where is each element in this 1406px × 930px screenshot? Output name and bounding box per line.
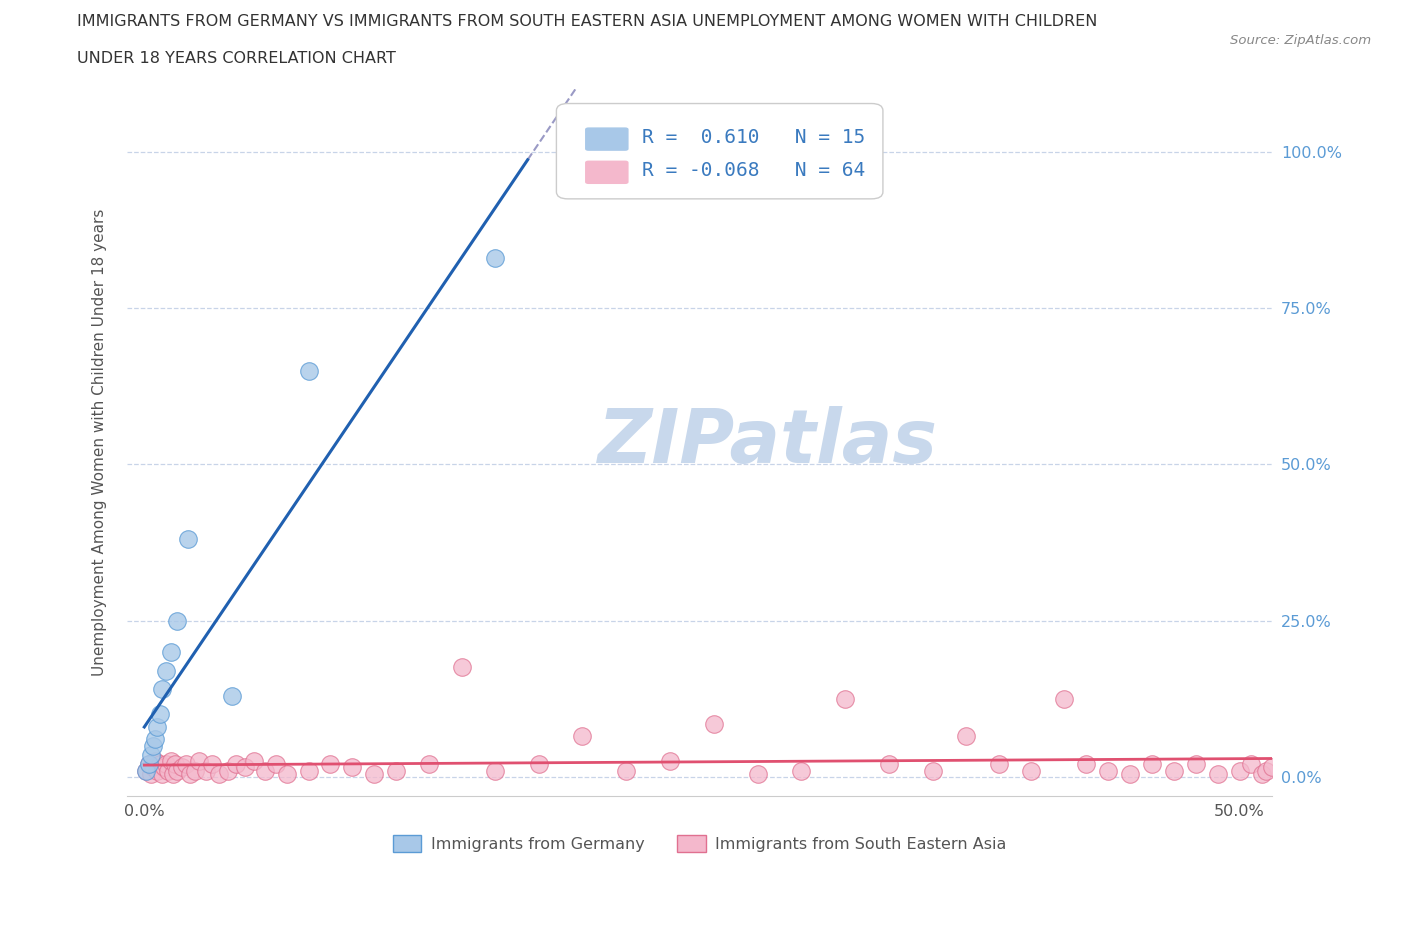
Point xyxy=(484,764,506,778)
Point xyxy=(143,732,166,747)
Point xyxy=(418,757,440,772)
Point xyxy=(174,757,197,772)
Point xyxy=(451,660,474,675)
Point xyxy=(163,757,186,772)
Point xyxy=(703,716,725,731)
Point xyxy=(194,764,217,778)
Point xyxy=(170,760,193,775)
Point xyxy=(150,682,173,697)
Point xyxy=(1261,760,1284,775)
Point xyxy=(135,764,157,778)
Y-axis label: Unemployment Among Women with Children Under 18 years: Unemployment Among Women with Children U… xyxy=(93,209,107,676)
Point xyxy=(834,691,856,706)
Point xyxy=(201,757,224,772)
FancyBboxPatch shape xyxy=(585,161,628,184)
Text: Source: ZipAtlas.com: Source: ZipAtlas.com xyxy=(1230,34,1371,47)
Point xyxy=(1140,757,1163,772)
Point xyxy=(1254,764,1277,778)
Point xyxy=(135,764,157,778)
Point xyxy=(166,764,188,778)
Point xyxy=(221,688,243,703)
Text: R = -0.068   N = 64: R = -0.068 N = 64 xyxy=(643,161,866,180)
Point xyxy=(571,729,593,744)
Text: ZIPatlas: ZIPatlas xyxy=(599,406,938,479)
FancyBboxPatch shape xyxy=(585,127,628,151)
Point xyxy=(955,729,977,744)
Point xyxy=(1021,764,1043,778)
Point xyxy=(166,613,188,628)
Point xyxy=(747,766,769,781)
Point xyxy=(217,764,239,778)
Point xyxy=(225,757,247,772)
Point xyxy=(297,764,319,778)
Point xyxy=(1076,757,1098,772)
Point xyxy=(1119,766,1142,781)
Point xyxy=(149,707,172,722)
Point xyxy=(143,753,166,768)
Point xyxy=(527,757,550,772)
Point xyxy=(614,764,637,778)
FancyBboxPatch shape xyxy=(557,103,883,199)
Point xyxy=(276,766,298,781)
Point xyxy=(139,766,162,781)
Point xyxy=(1163,764,1185,778)
Point xyxy=(155,663,177,678)
Point xyxy=(1206,766,1229,781)
Legend: Immigrants from Germany, Immigrants from South Eastern Asia: Immigrants from Germany, Immigrants from… xyxy=(387,829,1012,858)
Text: R =  0.610   N = 15: R = 0.610 N = 15 xyxy=(643,128,866,147)
Point xyxy=(922,764,945,778)
Point xyxy=(1239,757,1261,772)
Point xyxy=(1229,764,1251,778)
Point xyxy=(659,753,682,768)
Point xyxy=(1184,757,1206,772)
Point xyxy=(233,760,256,775)
Point xyxy=(179,766,201,781)
Text: IMMIGRANTS FROM GERMANY VS IMMIGRANTS FROM SOUTH EASTERN ASIA UNEMPLOYMENT AMONG: IMMIGRANTS FROM GERMANY VS IMMIGRANTS FR… xyxy=(77,14,1098,29)
Point xyxy=(319,757,342,772)
Point xyxy=(877,757,900,772)
Point xyxy=(150,766,173,781)
Point xyxy=(1250,766,1272,781)
Point xyxy=(1097,764,1119,778)
Point xyxy=(153,760,176,775)
Point xyxy=(385,764,408,778)
Point xyxy=(155,757,177,772)
Point xyxy=(159,753,181,768)
Text: UNDER 18 YEARS CORRELATION CHART: UNDER 18 YEARS CORRELATION CHART xyxy=(77,51,396,66)
Point xyxy=(790,764,813,778)
Point xyxy=(1053,691,1076,706)
Point xyxy=(484,251,506,266)
Point xyxy=(297,364,319,379)
Point xyxy=(146,720,169,735)
Point xyxy=(157,764,180,778)
Point xyxy=(208,766,231,781)
Point xyxy=(987,757,1010,772)
Point xyxy=(188,753,211,768)
Point xyxy=(138,757,160,772)
Point xyxy=(253,764,276,778)
Point xyxy=(183,764,205,778)
Point xyxy=(264,757,287,772)
Point xyxy=(159,644,181,659)
Point xyxy=(139,748,162,763)
Point xyxy=(243,753,266,768)
Point xyxy=(142,760,165,775)
Point xyxy=(138,757,160,772)
Point xyxy=(363,766,385,781)
Point xyxy=(142,738,165,753)
Point xyxy=(149,757,172,772)
Point xyxy=(162,766,184,781)
Point xyxy=(146,764,169,778)
Point xyxy=(177,532,200,547)
Point xyxy=(342,760,364,775)
